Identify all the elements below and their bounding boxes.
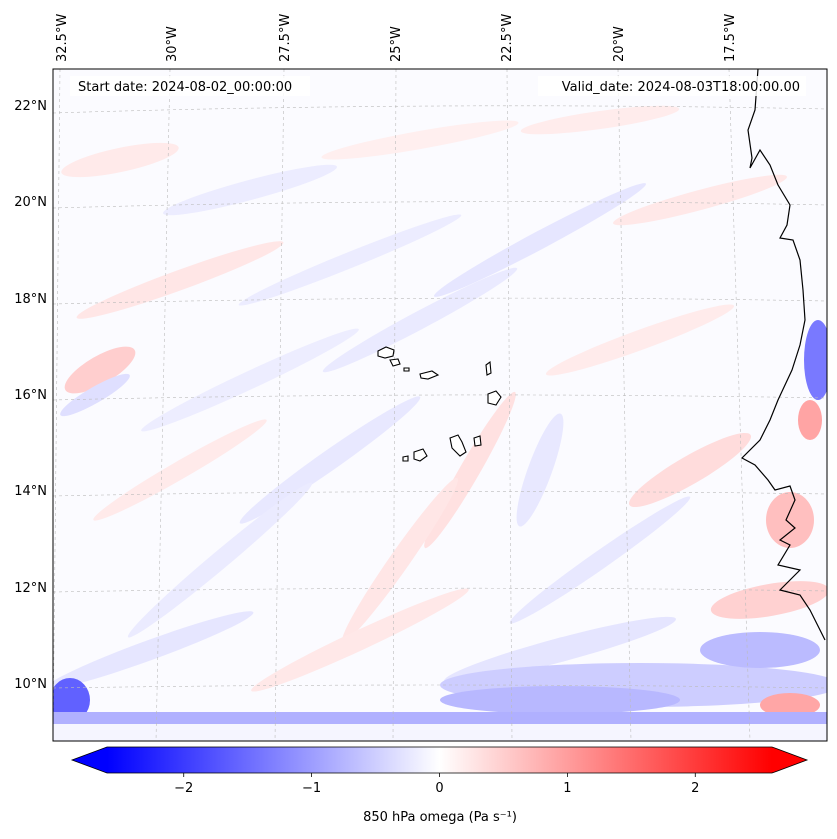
start-date-label: Start date: 2024-08-02_00:00:00 [78,80,292,95]
island-sao-vicente [389,358,401,367]
colorbar-tick-label: −1 [302,781,321,796]
colorbar-min-extend [72,747,107,773]
gridline-lat-20 [53,201,827,209]
gridline-lon-20 [617,69,632,741]
lon-label: 20°W [612,26,627,62]
island-fogo [413,448,428,462]
colorbar-tick-label: 1 [563,781,571,796]
gridline-lon-32-5 [53,69,61,741]
lon-label: 22.5°W [500,14,515,62]
lon-label: 25°W [389,26,404,62]
island-sal [485,360,492,376]
island-maio [473,435,482,447]
gridline-lon-22-5 [506,69,513,741]
map-panel: Start date: 2024-08-02_00:00:00 Valid_da… [53,69,827,741]
island-santa-luzia [403,367,410,372]
lat-label: 10°N [14,677,47,692]
start-date-box [70,76,310,96]
valid-date-box [538,76,806,96]
colorbar-ticks: −2 −1 0 1 2 [174,773,699,796]
cape-verde-islands [377,346,502,462]
gridline-lon-30 [155,69,171,741]
lat-label: 18°N [14,292,47,307]
longitude-labels: 32.5°W 30°W 27.5°W 25°W 22.5°W 20°W 17.5… [55,14,738,62]
island-santo-antao [377,346,395,359]
island-santiago [449,434,467,457]
colorbar-gradient [107,747,772,773]
island-brava [402,455,409,462]
lat-label: 14°N [14,484,47,499]
latitude-labels: 22°N 20°N 18°N 16°N 14°N 12°N 10°N [14,99,47,692]
colorbar-label: 850 hPa omega (Pa s⁻¹) [363,810,517,825]
africa-coastline [741,69,826,641]
lat-label: 20°N [14,195,47,210]
lat-label: 22°N [14,99,47,114]
gridline-lat-18 [53,297,827,305]
colorbar: −2 −1 0 1 2 850 hPa omega (Pa s⁻¹) [70,746,809,825]
colorbar-tick-label: 0 [435,781,443,796]
island-boa-vista [487,390,502,406]
graticule [53,69,827,741]
gridline-lon-17-5 [728,69,751,741]
gridline-lat-22 [53,105,827,114]
gridline-lon-27-5 [274,69,285,741]
gridline-lat-10 [53,684,827,689]
lat-label: 12°N [14,581,47,596]
lon-label: 30°W [165,26,180,62]
colorbar-tick-label: −2 [174,781,193,796]
island-sao-nicolau [419,370,440,380]
gridline-lat-16 [53,394,827,401]
lon-label: 32.5°W [55,14,70,62]
colorbar-tick-label: 2 [691,781,699,796]
lon-label: 27.5°W [278,14,293,62]
lon-label: 17.5°W [723,14,738,62]
lat-label: 16°N [14,388,47,403]
gridline-lat-14 [53,491,827,497]
gridline-lon-25 [392,69,397,741]
omega-field [53,105,827,741]
gridline-lat-12 [53,587,827,593]
valid-date-label: Valid_date: 2024-08-03T18:00:00.00 [562,80,800,95]
colorbar-max-extend [772,747,807,773]
colorbar-outline [70,746,809,774]
map-frame [52,68,828,742]
